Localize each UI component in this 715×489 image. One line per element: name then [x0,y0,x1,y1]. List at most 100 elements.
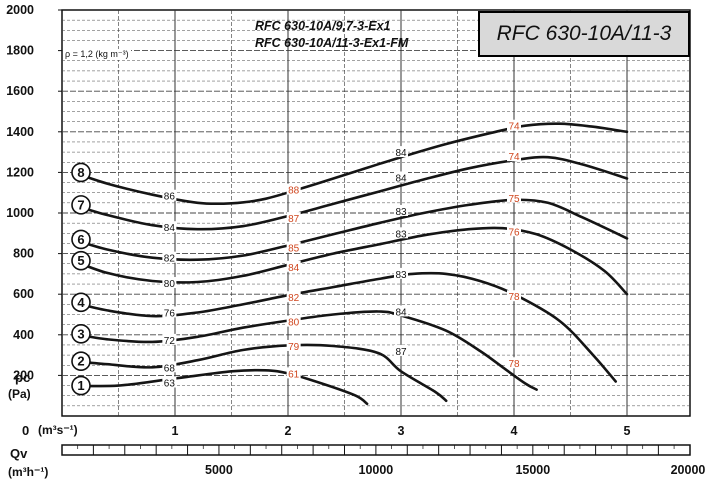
curve-annotation-label: 80 [164,279,176,290]
y-tick-label: 1600 [6,84,34,98]
curve-annotation-label: 83 [395,229,407,240]
curve-annotation-label: 79 [288,342,300,353]
annotation-background [394,204,408,216]
annotation-background [286,315,301,327]
curve-number-label: 8 [77,165,84,180]
annotation-background [507,290,521,302]
secondary-x-tick-label: 5000 [205,463,233,477]
annotation-background [394,171,408,183]
series-curve-7 [72,155,629,231]
curve-number-label: 3 [77,326,84,341]
curve-number-circle [71,323,91,344]
annotation-background [162,306,177,318]
x-axis-unit-primary: (m³s⁻¹) [38,423,78,437]
annotation-background [507,191,521,203]
curve-annotation-label: 83 [395,270,407,281]
x-axis-label: Qv [10,446,28,461]
curve-annotation-label: 88 [288,186,300,197]
curve-annotation-label: 74 [508,152,520,163]
x-tick-label: 5 [624,424,631,438]
secondary-x-tick-label: 15000 [515,463,550,477]
y-tick-label: 2000 [6,3,34,17]
annotation-background [286,291,301,303]
curve-number-circle [71,375,91,396]
curve-annotation-label: 80 [288,318,300,329]
x-tick-label: 1 [172,424,179,438]
secondary-x-tick-label: 20000 [671,463,706,477]
x-tick-label: 2 [285,424,292,438]
annotation-background [394,146,408,158]
annotation-background [162,189,177,201]
curve-annotation-label: 86 [164,192,176,203]
curve-annotation-label: 76 [508,227,520,238]
annotation-background [286,241,301,253]
y-tick-label: 800 [13,247,34,261]
y-tick-label: 600 [13,287,34,301]
curve-annotation-label: 82 [164,254,176,265]
annotation-background [162,376,177,388]
chart-subtitle-line-1: RFC 630-10A/9,7-3-Ex1 [255,19,391,33]
annotation-background [507,150,521,162]
annotation-background [394,305,408,317]
y-tick-label: 200 [13,368,34,382]
annotation-background [162,361,177,373]
air-density-note: ρ = 1,2 (kg m⁻³) [63,49,131,60]
curve-number-circle [71,250,91,271]
curve-annotation-label: 84 [395,173,407,184]
curve-annotation-label: 87 [395,347,407,358]
y-axis-label: pc [15,370,31,385]
curve-annotation-label: 68 [164,363,176,374]
curve-annotation-label: 87 [288,214,300,225]
annotation-background [162,333,177,345]
y-tick-label: 1000 [6,206,34,220]
curve-annotation-label: 84 [164,223,176,234]
annotation-background [162,251,177,263]
y-tick-label: 1200 [6,165,34,179]
curve-annotation-label: 84 [288,263,300,274]
curve-annotation-label: 82 [288,293,300,304]
curve-number-label: 5 [77,253,84,268]
annotation-background [162,221,177,233]
y-tick-label: 400 [13,328,34,342]
curve-annotation-label: 85 [288,244,300,255]
curve-annotation-label: 83 [395,207,407,218]
curve-number-circle [71,162,91,183]
curve-annotation-label: 78 [508,292,520,303]
series-curve-3 [72,310,538,391]
chart-subtitle-line-2: RFC 630-10A/11-3-Ex1-FM [255,36,409,50]
curve-number-circle [71,351,91,371]
curve-number-label: 6 [77,232,84,247]
annotation-background [507,119,521,131]
series-curve-6 [72,198,629,262]
series-curve-1 [72,368,369,406]
curve-number-circle [71,229,91,250]
curve-number-circle [71,292,91,313]
annotation-background [394,267,408,279]
curve-annotation-label: 84 [395,148,407,159]
curve-annotation-label: 74 [508,122,520,133]
curve-number-label: 7 [77,197,84,212]
annotation-background [286,367,301,379]
secondary-x-tick-label: 10000 [359,463,394,477]
chart-title: RFC 630-10A/11-3 [478,11,690,57]
annotation-background [286,339,301,351]
curve-annotation-label: 63 [164,379,176,390]
curve-annotation-label: 75 [508,194,520,205]
annotation-background [394,227,408,239]
annotation-background [286,183,301,195]
x-axis-zero-label: 0 [22,423,30,438]
annotation-background [507,225,521,237]
annotation-background [286,260,301,272]
y-tick-label: 1400 [6,125,34,139]
annotation-background [162,277,177,289]
curve-annotation-label: 61 [288,369,300,380]
x-tick-label: 3 [398,424,405,438]
x-axis-unit-secondary: (m³h⁻¹) [8,465,49,479]
curve-annotation-label: 84 [395,307,407,318]
annotation-background [286,212,301,224]
curve-annotation-label: 72 [164,336,176,347]
curve-number-label: 4 [77,295,85,310]
curve-annotation-label: 76 [164,308,176,319]
y-tick-label: 1800 [6,44,34,58]
